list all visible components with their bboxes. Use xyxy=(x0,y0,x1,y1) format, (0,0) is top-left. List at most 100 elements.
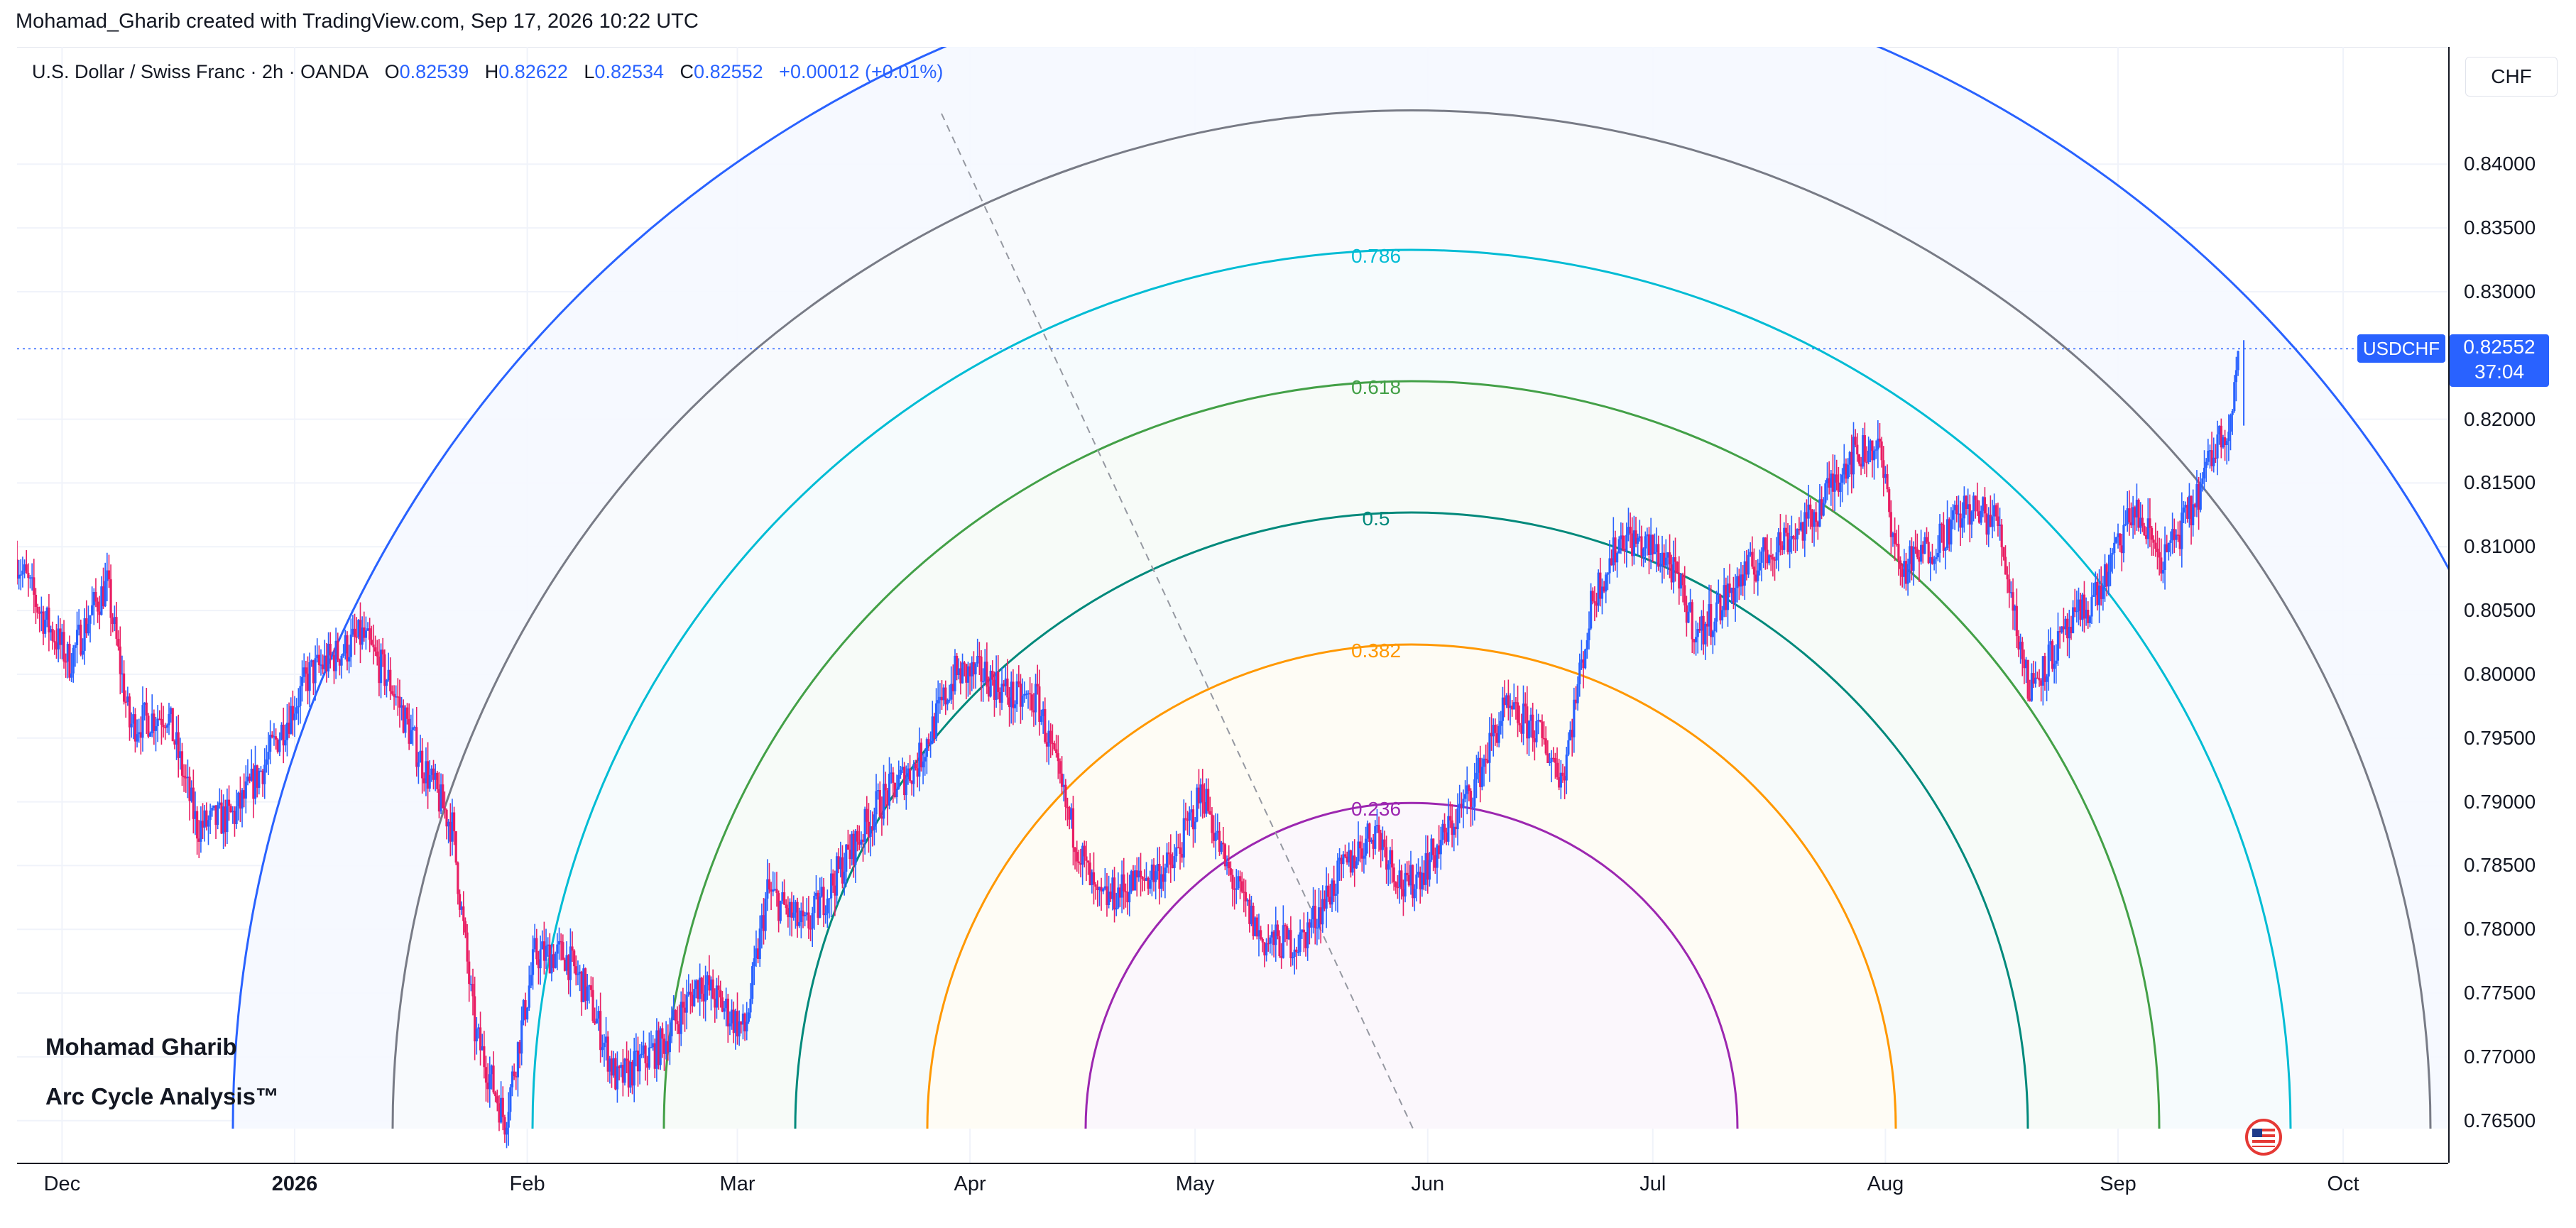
candle-body xyxy=(631,1061,634,1086)
candle-body xyxy=(353,628,356,637)
candle-body xyxy=(1117,887,1120,908)
candle-body xyxy=(115,617,118,639)
candle-body xyxy=(1197,787,1201,804)
candle-body xyxy=(1235,888,1238,890)
candle-body xyxy=(2145,534,2148,539)
candle-body xyxy=(143,702,146,706)
candle-body xyxy=(269,735,272,752)
candle-body xyxy=(693,989,696,1007)
us-flag-icon[interactable] xyxy=(2245,1119,2282,1156)
candle-body xyxy=(452,812,456,832)
candle-body xyxy=(1220,843,1223,853)
candle-body xyxy=(2120,545,2123,554)
candle-body xyxy=(42,611,45,634)
candle-body xyxy=(779,901,782,921)
candle-body xyxy=(839,857,842,870)
price-axis[interactable] xyxy=(2448,47,2576,1163)
candle-body xyxy=(385,680,388,686)
candle-body xyxy=(1252,905,1255,936)
candle-body xyxy=(2066,618,2069,639)
candle-body xyxy=(154,726,158,731)
candle-body xyxy=(959,668,962,684)
candle-body xyxy=(1260,930,1262,939)
candle-body xyxy=(280,724,283,740)
candle-body xyxy=(1820,499,1823,516)
candle-body xyxy=(620,1065,623,1068)
candle-body xyxy=(363,627,366,638)
candle-body xyxy=(884,784,887,791)
candle-body xyxy=(895,789,898,798)
candle-body xyxy=(244,781,247,799)
price-tick-label: 0.81500 xyxy=(2464,471,2536,494)
candle-body xyxy=(1049,730,1052,743)
candle-body xyxy=(1237,876,1240,889)
candle-body xyxy=(188,777,191,801)
candle-body xyxy=(1923,537,1926,554)
candle-body xyxy=(1109,892,1112,899)
candle-body xyxy=(1700,615,1703,631)
candle-body xyxy=(1081,845,1084,865)
candle-body xyxy=(2141,517,2144,526)
candle-body xyxy=(2220,425,2222,448)
candle-body xyxy=(1158,864,1161,889)
candle-body xyxy=(998,691,1001,703)
candle-body xyxy=(1723,585,1725,610)
candle-body xyxy=(2122,525,2125,554)
candle-body xyxy=(858,841,861,845)
candle-body xyxy=(38,613,41,614)
candle-body xyxy=(2167,542,2170,552)
candle-body xyxy=(396,696,399,698)
candle-body xyxy=(133,714,137,742)
candle-body xyxy=(922,761,924,768)
candle-body xyxy=(430,768,433,775)
candle-body xyxy=(437,789,441,812)
price-tick-label: 0.80500 xyxy=(2464,599,2536,622)
candle-body xyxy=(151,713,153,734)
candle-body xyxy=(291,706,294,720)
candle-body xyxy=(1535,720,1538,742)
candle-body xyxy=(2139,517,2142,528)
candle-body xyxy=(1458,804,1461,808)
candle-body xyxy=(604,1036,608,1043)
candle-body xyxy=(1064,784,1067,807)
candle-body xyxy=(1147,877,1150,889)
candle-body xyxy=(704,985,707,1002)
candle-body xyxy=(342,653,345,656)
candle-body xyxy=(1777,532,1780,553)
candle-body xyxy=(1351,855,1354,873)
currency-button[interactable]: CHF xyxy=(2465,57,2558,97)
candle-body xyxy=(1822,503,1825,516)
candle-body xyxy=(276,739,279,752)
candle-body xyxy=(1689,602,1692,612)
candle-body xyxy=(308,662,311,691)
candle-body xyxy=(1383,839,1386,848)
candle-body xyxy=(732,1009,735,1034)
candle-body xyxy=(1541,721,1544,738)
candle-body xyxy=(1507,695,1510,708)
candle-body xyxy=(77,625,80,630)
candle-body xyxy=(338,659,342,666)
candle-body xyxy=(1539,720,1541,722)
candle-body xyxy=(469,984,472,985)
candle-body xyxy=(477,1027,480,1029)
candle-body xyxy=(1333,880,1336,896)
candle-body xyxy=(490,1065,493,1075)
candle-body xyxy=(1737,576,1740,587)
candle-body xyxy=(706,975,709,985)
candle-body xyxy=(610,1058,613,1076)
candle-body xyxy=(1226,862,1228,867)
candle-body xyxy=(305,667,307,674)
candle-body xyxy=(323,655,326,669)
candle-body xyxy=(1412,865,1414,899)
time-axis[interactable] xyxy=(17,1163,2448,1228)
candle-body xyxy=(327,644,330,671)
candle-body xyxy=(950,684,953,700)
candle-body xyxy=(1920,544,1923,562)
candle-body xyxy=(1006,678,1009,698)
candle-body xyxy=(2225,441,2228,445)
candle-body xyxy=(1953,505,1956,510)
candle-body xyxy=(668,1036,672,1053)
candle-body xyxy=(694,980,697,989)
candle-body xyxy=(513,1071,515,1077)
